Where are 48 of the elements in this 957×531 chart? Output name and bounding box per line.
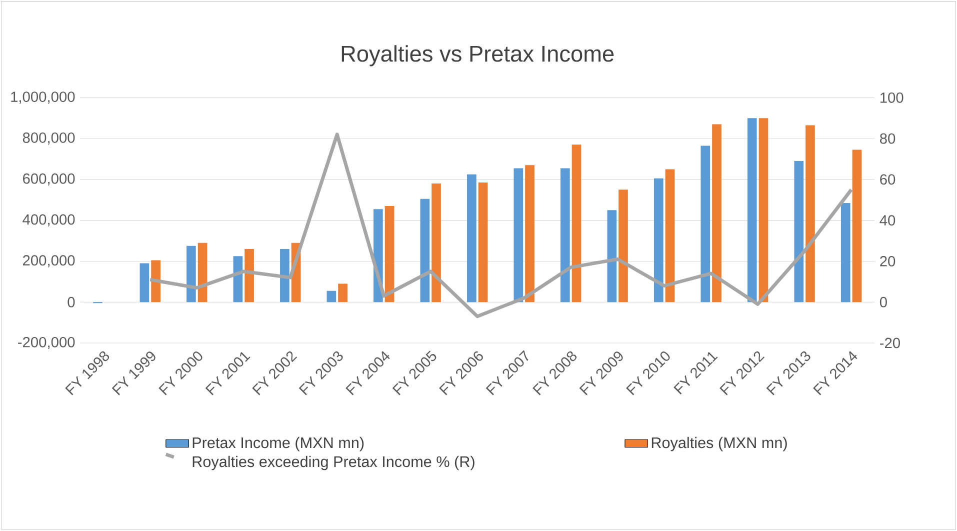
bar [758, 118, 768, 302]
bar [151, 260, 160, 302]
y-tick-label: -200,000 [18, 336, 75, 350]
bar [514, 168, 524, 302]
bar [794, 161, 804, 302]
y-tick-label: 800,000 [22, 132, 75, 145]
legend-label: Pretax Income (MXN mn) [192, 436, 364, 452]
y2-tick-label: 60 [880, 174, 896, 185]
bar [140, 263, 150, 302]
bar [432, 184, 441, 302]
bar [384, 206, 394, 302]
y-tick-label: 1,000,000 [11, 92, 75, 104]
legend-label: Royalties (MXN mn) [652, 436, 787, 452]
y-tick-label: 600,000 [23, 173, 75, 186]
y2-tick-label: 80 [880, 133, 896, 144]
bar [420, 198, 430, 302]
bar [280, 248, 290, 302]
bar [467, 174, 476, 302]
bar [560, 168, 570, 302]
bar [806, 125, 815, 302]
bar [338, 284, 348, 302]
bar [747, 118, 757, 302]
bar [618, 190, 628, 302]
y2-tick-label: 0 [880, 296, 887, 308]
bar [840, 202, 850, 302]
chart-title: Royalties vs Pretax Income [342, 45, 614, 66]
bar [654, 178, 664, 302]
y2-tick-label: 100 [880, 92, 904, 103]
bar [186, 246, 196, 302]
bar [712, 124, 722, 302]
line-series [148, 132, 854, 318]
y2-tick-label: -20 [880, 338, 900, 348]
bar [852, 150, 862, 302]
y-tick-label: 0 [68, 296, 75, 308]
y2-tick-label: 20 [880, 256, 896, 266]
legend-label: Royalties exceeding Pretax Income % (R) [192, 456, 474, 470]
bar [572, 144, 582, 302]
bar [326, 290, 336, 302]
y-tick-label: 200,000 [23, 255, 75, 268]
bar [244, 248, 254, 302]
bar [525, 165, 534, 302]
bar [198, 242, 208, 302]
bar [665, 169, 675, 302]
bar [700, 146, 710, 302]
bar [478, 182, 488, 302]
bar [607, 210, 617, 302]
y-tick-label: 400,000 [22, 214, 75, 226]
y2-tick-label: 40 [880, 215, 896, 226]
